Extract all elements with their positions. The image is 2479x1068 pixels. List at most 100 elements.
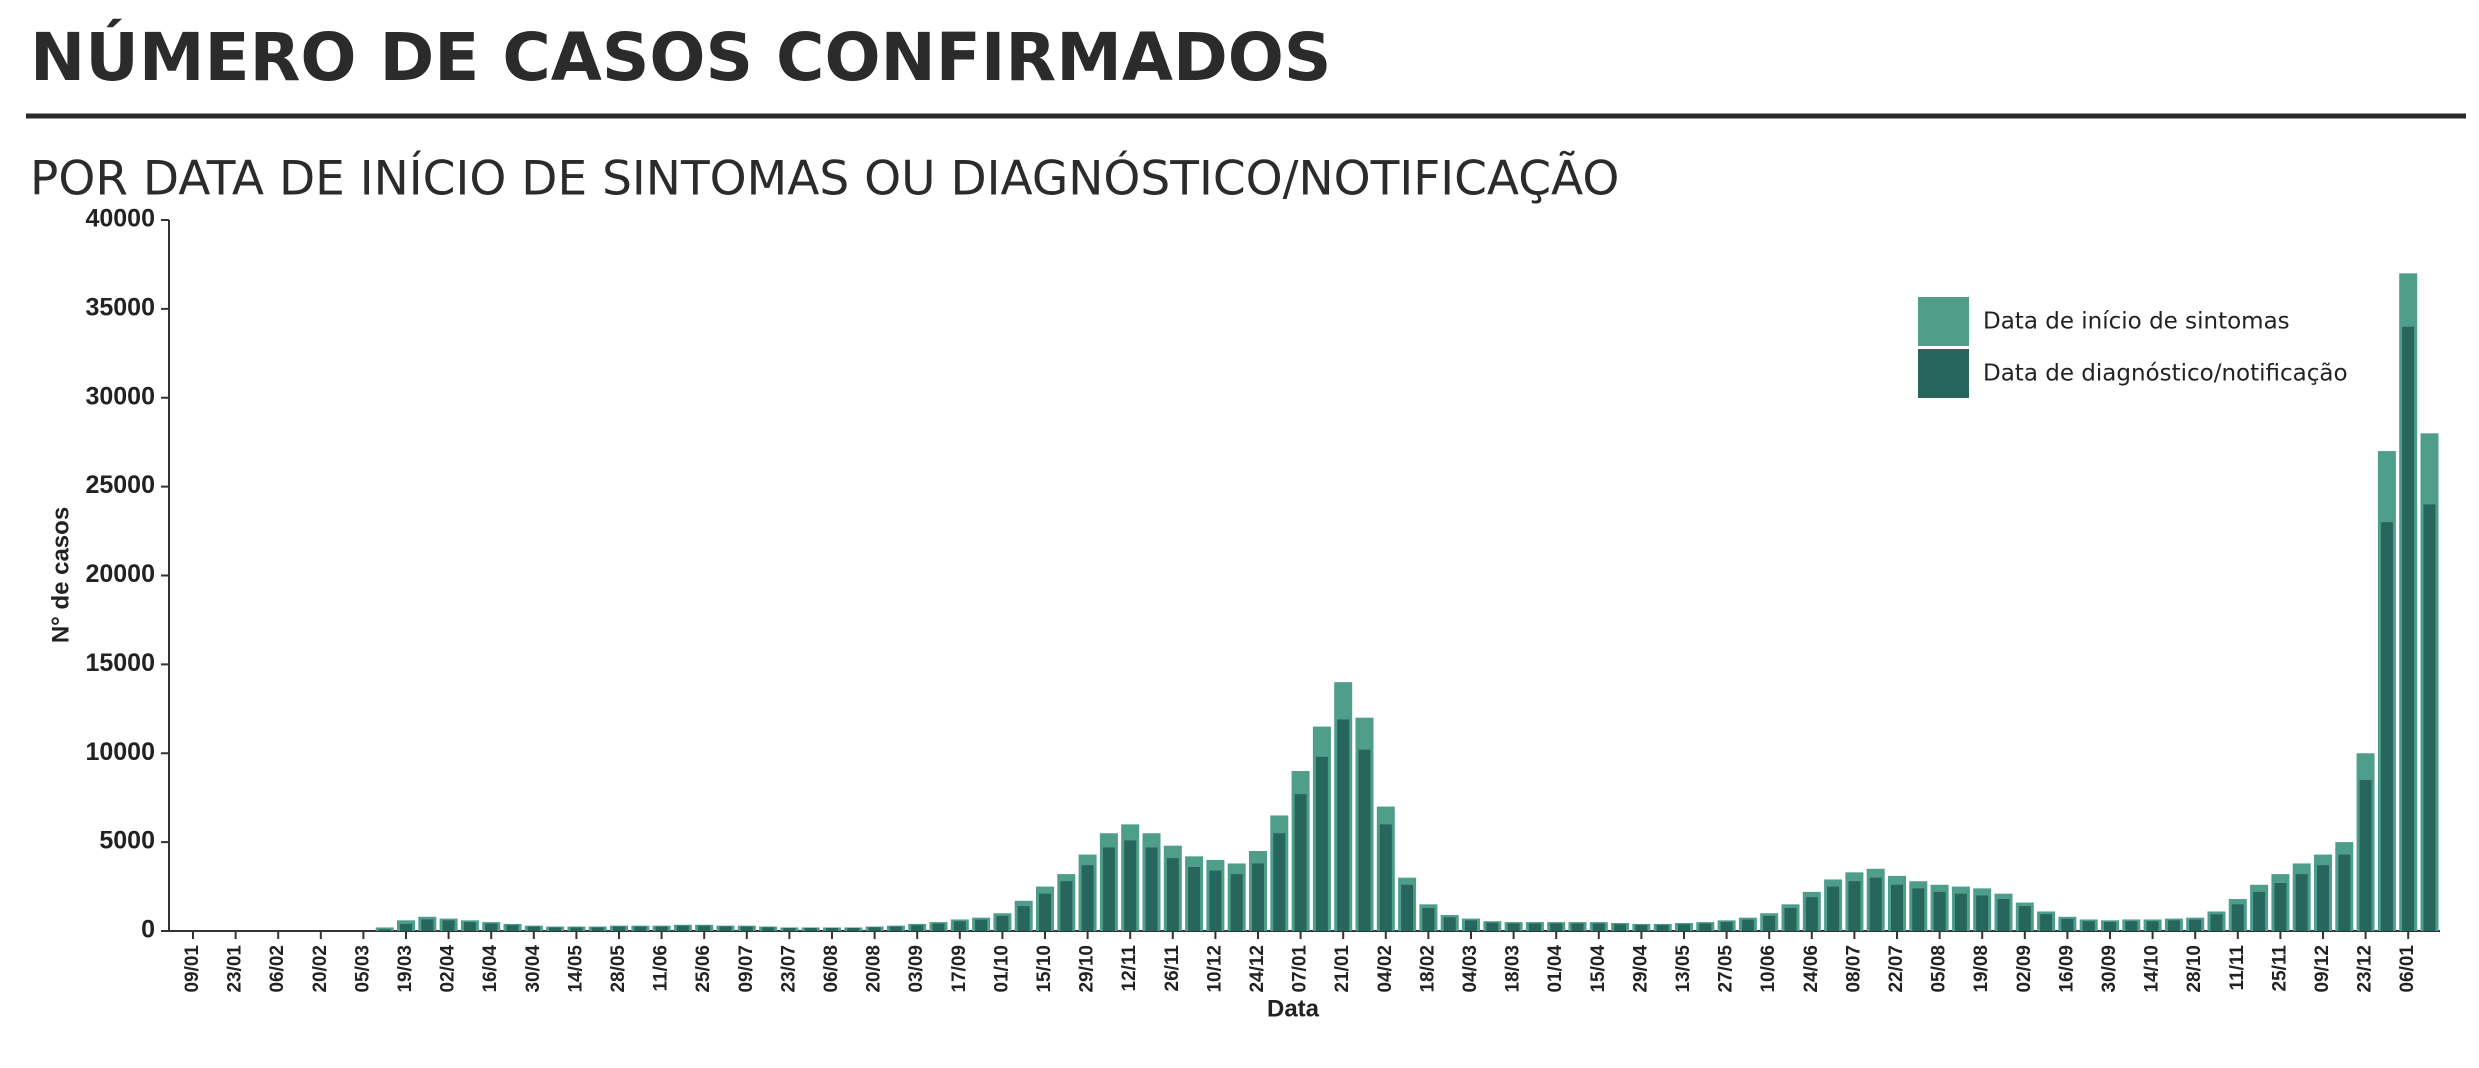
bar xyxy=(889,926,902,931)
x-tick-label: 04/03 xyxy=(1460,945,1481,993)
x-tick-label: 14/05 xyxy=(565,945,586,993)
bar xyxy=(463,922,476,931)
bar xyxy=(1678,924,1690,931)
bar xyxy=(1315,756,1328,931)
bar xyxy=(655,926,668,931)
bar xyxy=(1017,906,1030,931)
bar xyxy=(1784,907,1797,931)
bar xyxy=(2167,920,2180,931)
bar xyxy=(1592,923,1605,931)
x-tick-label: 26/11 xyxy=(1162,945,1183,992)
x-tick-label: 11/06 xyxy=(651,945,672,992)
bar xyxy=(1273,833,1286,931)
chart-title: NÚMERO DE CASOS CONFIRMADOS xyxy=(30,19,1331,96)
x-tick-label: 30/04 xyxy=(523,945,544,993)
bar xyxy=(1337,719,1350,931)
bar xyxy=(1848,881,1861,931)
bar xyxy=(1209,870,1222,931)
bar xyxy=(527,926,540,931)
bar xyxy=(1358,749,1371,931)
x-axis-label: Data xyxy=(1267,995,1320,1022)
x-tick-label: 29/04 xyxy=(1630,945,1651,993)
x-tick-label: 24/06 xyxy=(1801,945,1822,993)
x-tick-label: 19/03 xyxy=(395,945,416,993)
bar xyxy=(740,926,753,931)
x-tick-label: 15/10 xyxy=(1034,945,1055,993)
x-tick-label: 01/04 xyxy=(1545,945,1566,993)
chart-subtitle: POR DATA DE INÍCIO DE SINTOMAS OU DIAGNÓ… xyxy=(30,152,1619,207)
bar xyxy=(975,919,988,931)
bar xyxy=(2018,906,2031,931)
x-tick-label: 21/01 xyxy=(1332,945,1353,993)
bar xyxy=(1869,877,1882,931)
bar xyxy=(2040,914,2053,931)
bar xyxy=(1230,874,1243,931)
x-tick-label: 10/12 xyxy=(1204,945,1225,993)
bar xyxy=(1081,865,1094,931)
bar xyxy=(1954,893,1967,931)
bar xyxy=(378,929,391,931)
bar xyxy=(2402,326,2415,931)
bar xyxy=(1486,922,1499,931)
bar xyxy=(1507,923,1520,931)
bar xyxy=(1166,858,1179,931)
bar xyxy=(2295,874,2308,931)
bar xyxy=(762,927,775,931)
x-tick-label: 13/05 xyxy=(1673,945,1694,993)
bar xyxy=(932,923,945,931)
bar xyxy=(1443,917,1456,931)
bar xyxy=(2210,914,2223,931)
x-tick-label: 11/11 xyxy=(2227,945,2248,991)
bar xyxy=(1720,921,1733,931)
bar xyxy=(1699,923,1712,931)
bar xyxy=(442,920,455,931)
x-tick-label: 28/10 xyxy=(2184,945,2205,993)
bar xyxy=(1550,923,1563,931)
y-tick-label: 5000 xyxy=(99,827,155,855)
x-tick-label: 01/10 xyxy=(991,945,1012,993)
bar xyxy=(1188,867,1201,931)
x-tick-label: 02/04 xyxy=(438,945,459,993)
x-tick-label: 20/08 xyxy=(864,945,885,993)
x-tick-label: 14/10 xyxy=(2142,945,2163,993)
x-tick-label: 05/03 xyxy=(352,945,373,993)
x-tick-label: 18/02 xyxy=(1417,945,1438,993)
bar xyxy=(421,919,434,931)
bar xyxy=(1102,847,1115,931)
x-tick-label: 15/04 xyxy=(1588,945,1609,993)
legend-label: Data de início de sintomas xyxy=(1983,309,2290,335)
bar xyxy=(1805,897,1818,931)
bar xyxy=(2380,522,2393,931)
bar xyxy=(2061,918,2074,931)
x-tick-label: 09/12 xyxy=(2312,945,2333,993)
bar xyxy=(2231,904,2244,931)
bar xyxy=(719,926,732,931)
bar xyxy=(1294,794,1307,931)
bar xyxy=(1528,923,1541,931)
x-tick-label: 02/09 xyxy=(2014,945,2035,993)
x-tick-label: 30/09 xyxy=(2099,945,2120,993)
bar xyxy=(1401,884,1414,931)
x-tick-label: 03/09 xyxy=(906,945,927,993)
bar xyxy=(1465,920,1477,931)
x-tick-label: 25/06 xyxy=(693,945,714,993)
x-tick-label: 23/01 xyxy=(225,945,246,993)
bar xyxy=(804,927,817,931)
x-tick-label: 29/10 xyxy=(1077,945,1098,993)
bar xyxy=(400,923,412,931)
bar xyxy=(1252,863,1264,931)
legend-swatch xyxy=(1918,297,1969,346)
x-tick-label: 05/08 xyxy=(1929,945,1950,993)
bar xyxy=(1976,895,1989,931)
bar xyxy=(506,925,519,931)
bar xyxy=(2317,865,2329,931)
x-tick-label: 10/06 xyxy=(1758,945,1779,993)
y-tick-label: 30000 xyxy=(85,382,155,410)
x-tick-label: 12/11 xyxy=(1119,945,1140,992)
bar xyxy=(2104,921,2116,931)
bar xyxy=(2423,504,2436,931)
bar xyxy=(996,915,1009,931)
x-tick-label: 06/02 xyxy=(267,945,288,993)
bar xyxy=(1039,893,1051,931)
